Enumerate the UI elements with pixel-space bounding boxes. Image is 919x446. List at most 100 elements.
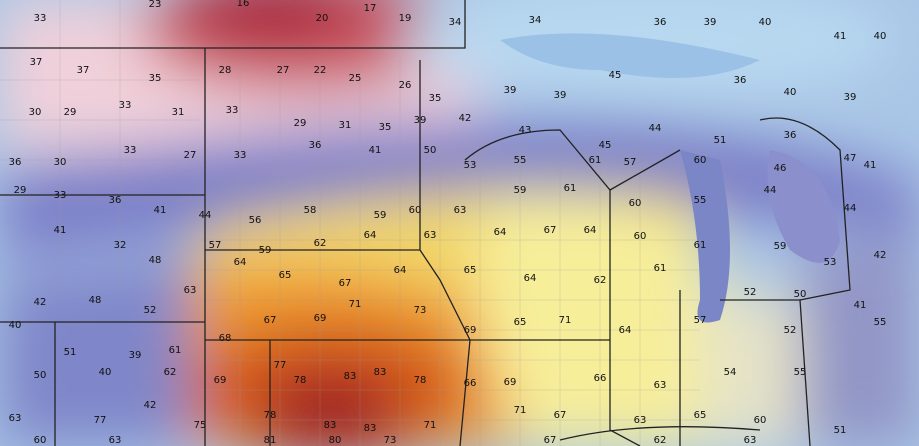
temperature-label: 41	[369, 145, 382, 156]
temperature-label: 30	[29, 107, 42, 118]
temperature-label: 65	[464, 265, 477, 276]
temperature-label: 36	[9, 157, 22, 168]
temperature-label: 33	[234, 150, 247, 161]
temperature-label: 63	[109, 435, 122, 446]
temperature-label: 31	[339, 120, 352, 131]
temperature-label: 27	[184, 150, 197, 161]
temperature-label: 51	[834, 425, 847, 436]
temperature-label: 35	[149, 73, 162, 84]
temperature-label: 77	[274, 360, 287, 371]
temperature-label: 41	[854, 300, 867, 311]
temperature-label: 47	[844, 153, 857, 164]
temperature-label: 23	[149, 0, 162, 10]
temperature-label: 33	[124, 145, 137, 156]
temperature-label: 83	[364, 423, 377, 434]
temperature-label: 16	[237, 0, 250, 9]
temperature-label: 73	[384, 435, 397, 446]
temperature-label: 68	[219, 333, 232, 344]
temperature-label: 75	[194, 420, 207, 431]
lake-michigan	[680, 150, 730, 323]
temperature-label: 80	[329, 435, 342, 446]
temperature-label: 41	[154, 205, 167, 216]
temperature-label: 59	[259, 245, 272, 256]
temperature-label: 40	[784, 87, 797, 98]
temperature-label: 51	[64, 347, 77, 358]
temperature-label: 71	[349, 299, 362, 310]
temperature-label: 44	[199, 210, 212, 221]
temperature-label: 50	[34, 370, 47, 381]
temperature-label: 37	[77, 65, 90, 76]
temperature-label: 48	[89, 295, 102, 306]
temperature-label: 64	[494, 227, 507, 238]
temperature-label: 60	[694, 155, 707, 166]
temperature-label: 59	[374, 210, 387, 221]
temperature-label: 50	[794, 289, 807, 300]
temperature-label: 39	[554, 90, 567, 101]
temperature-label: 52	[744, 287, 757, 298]
temperature-label: 44	[649, 123, 662, 134]
temperature-label: 61	[654, 263, 667, 274]
temperature-label: 50	[424, 145, 437, 156]
temperature-label: 58	[304, 205, 317, 216]
temperature-label: 40	[874, 31, 887, 42]
temperature-label: 73	[414, 305, 427, 316]
temperature-label: 65	[279, 270, 292, 281]
temperature-label: 81	[264, 435, 277, 446]
temperature-label: 41	[54, 225, 67, 236]
temperature-label: 63	[744, 435, 757, 446]
temperature-label: 83	[374, 367, 387, 378]
temperature-label: 22	[314, 65, 327, 76]
temperature-label: 31	[172, 107, 185, 118]
temperature-label: 36	[784, 130, 797, 141]
temperature-label: 78	[264, 410, 277, 421]
temperature-label: 29	[64, 107, 77, 118]
temperature-label: 25	[349, 73, 362, 84]
temperature-label: 39	[414, 115, 427, 126]
temperature-label: 33	[226, 105, 239, 116]
temperature-label: 67	[264, 315, 277, 326]
temperature-label: 40	[9, 320, 22, 331]
temperature-label: 64	[619, 325, 632, 336]
temperature-label: 69	[214, 375, 227, 386]
temperature-label: 61	[169, 345, 182, 356]
temperature-label: 42	[34, 297, 47, 308]
temperature-label: 29	[294, 118, 307, 129]
temperature-label: 55	[514, 155, 527, 166]
lake-superior	[500, 33, 760, 78]
temperature-label: 42	[874, 250, 887, 261]
temperature-label: 40	[99, 367, 112, 378]
temperature-label: 42	[144, 400, 157, 411]
temperature-label: 20	[316, 13, 329, 24]
temperature-label: 67	[544, 435, 557, 446]
temperature-label: 64	[234, 257, 247, 268]
temperature-label: 60	[754, 415, 767, 426]
temperature-label: 62	[654, 435, 667, 446]
temperature-label: 30	[54, 157, 67, 168]
temperature-label: 60	[34, 435, 47, 446]
temperature-label: 42	[459, 113, 472, 124]
temperature-label: 67	[339, 278, 352, 289]
temperature-label: 78	[414, 375, 427, 386]
temperature-label: 28	[219, 65, 232, 76]
temperature-label: 59	[774, 241, 787, 252]
temperature-label: 63	[454, 205, 467, 216]
temperature-label: 61	[564, 183, 577, 194]
temperature-label: 83	[324, 420, 337, 431]
temperature-label: 39	[844, 92, 857, 103]
temperature-label: 57	[694, 315, 707, 326]
temperature-label: 71	[424, 420, 437, 431]
temperature-label: 63	[9, 413, 22, 424]
temperature-label: 63	[654, 380, 667, 391]
temperature-label: 43	[519, 125, 532, 136]
temperature-label: 65	[694, 410, 707, 421]
temperature-label: 64	[584, 225, 597, 236]
temperature-label: 45	[609, 70, 622, 81]
temperature-label: 53	[824, 257, 837, 268]
temperature-label: 69	[314, 313, 327, 324]
temperature-label: 66	[464, 378, 477, 389]
temperature-label: 36	[109, 195, 122, 206]
temperature-label: 27	[277, 65, 290, 76]
temperature-label: 33	[54, 190, 67, 201]
